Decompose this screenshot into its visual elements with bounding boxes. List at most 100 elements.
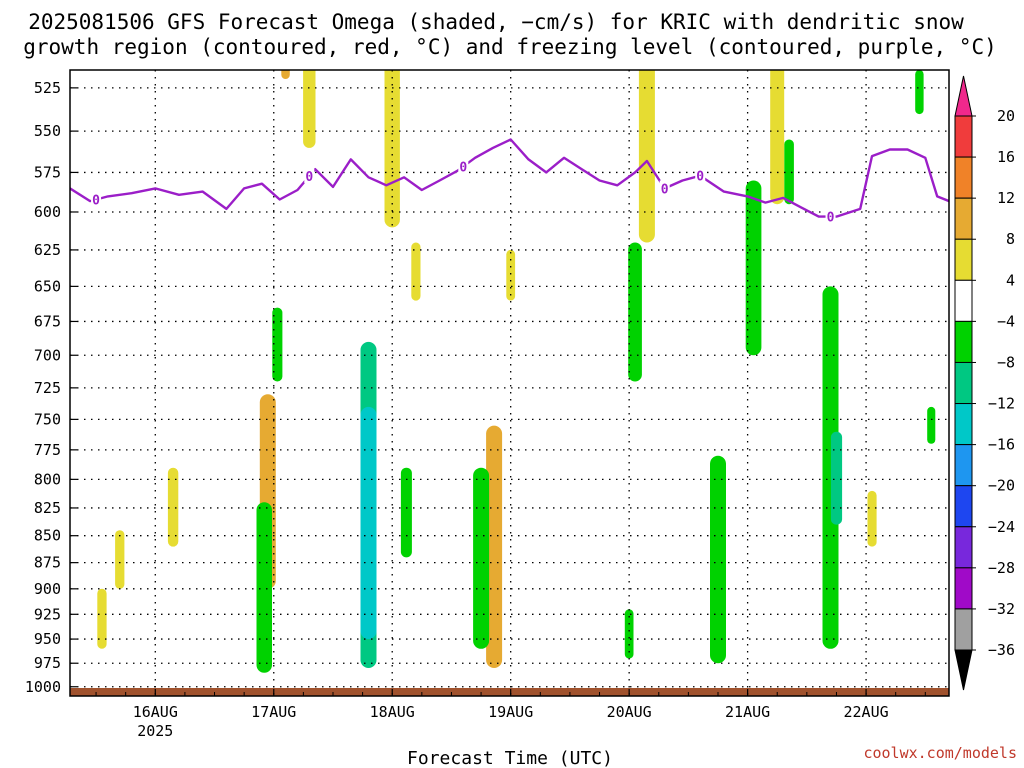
colorbar-swatch [954,403,973,446]
omega-region [830,431,843,525]
colorbar-label: −8 [997,353,1015,371]
colorbar-label: −4 [997,312,1015,330]
freezing-level-label: 0 [305,170,313,185]
y-tick-label: 875 [34,554,61,572]
omega-region [303,70,316,148]
omega-region [256,502,272,673]
omega-region [97,588,107,649]
colorbar-label: 12 [997,189,1015,207]
omega-region [624,609,634,659]
colorbar-label: 16 [997,148,1015,166]
colorbar-swatch [954,115,973,158]
colorbar-label: −16 [988,436,1015,454]
x-tick-label: 17AUG [251,703,296,721]
colorbar-swatch [954,526,973,569]
y-tick-label: 800 [34,470,61,488]
omega-region [411,242,421,301]
y-tick-label: 950 [34,630,61,648]
y-tick-label: 1000 [25,678,61,696]
omega-region [115,530,125,589]
freezing-level-line [70,138,949,218]
omega-region [770,70,785,205]
y-tick-label: 975 [34,654,61,672]
colorbar-swatch [954,444,973,487]
freezing-level-label: 0 [92,194,100,209]
omega-region [272,307,283,382]
colorbar-swatch [954,361,973,405]
credit-text: coolwx.com/models [863,744,1017,762]
omega-region [927,406,936,444]
colorbar-label: −20 [988,477,1015,495]
omega-region [384,70,400,228]
freezing-label-bg [659,180,670,196]
colorbar-label: −28 [988,559,1015,577]
freezing-level-contour: 0 0 0 0 0 0 [70,138,949,226]
omega-region [167,467,179,547]
y-tick-label: 575 [34,163,61,181]
freezing-label-bg [458,158,469,174]
freezing-level-label: 0 [459,160,467,175]
x-tick-label: 20AUG [607,703,652,721]
colorbar-swatch [954,197,973,240]
x-tick-label: 18AUG [370,703,415,721]
colorbar-label: −12 [988,395,1015,413]
chart-title-line1: 2025081506 GFS Forecast Omega (shaded, −… [28,10,964,34]
y-axis-ticks: 525 550 575 600 625 650 675 700 725 750 775 800 825 8… [25,79,77,696]
colorbar-top-arrow [954,75,973,117]
omega-region [745,180,762,356]
x-axis-label: Forecast Time (UTC) [407,748,613,768]
omega-region [638,70,655,243]
x-tick-label: 19AUG [488,703,533,721]
y-tick-label: 750 [34,410,61,428]
y-tick-label: 775 [34,441,61,459]
freezing-label-bg [825,208,836,224]
freezing-label-bg [304,168,315,184]
omega-region [506,249,516,301]
omega-region [400,467,412,558]
omega-region [486,425,503,668]
colorbar-label: −24 [988,518,1015,536]
colorbar-label: −36 [988,641,1015,659]
y-tick-label: 625 [34,241,61,259]
y-tick-label: 600 [34,203,61,221]
omega-region [915,70,924,115]
colorbar-label: −32 [988,600,1015,618]
y-tick-label: 925 [34,605,61,623]
colorbar-label: 20 [997,107,1015,125]
colorbar-swatch [954,279,973,322]
colorbar-swatch [954,608,973,651]
x-tick-label: 21AUG [725,703,770,721]
colorbar-swatch [954,320,973,363]
omega-region [867,490,877,547]
colorbar-swatch [954,567,973,610]
plot-frame [69,69,950,697]
freezing-level-label: 0 [661,182,669,197]
colorbar-swatch [954,238,973,281]
surface-band [70,688,949,696]
chart-title-line2: growth region (contoured, red, °C) and f… [23,35,997,59]
x-tick-label: 22AUG [843,703,888,721]
y-tick-label: 900 [34,580,61,598]
freezing-label-bg [695,167,706,183]
colorbar-bottom-arrow [954,649,973,691]
colorbar: 20 16 12 8 4 −4 −8 −12 −16 −20 −24 −28 −32 −36 [954,75,1015,691]
x-tick-sublabel: 2025 [137,722,173,740]
plot-area: 0 0 0 0 0 0 [69,69,950,697]
freezing-level-label: 0 [827,211,835,226]
colorbar-swatch [954,156,973,199]
freezing-level-label: 0 [696,170,704,185]
colorbar-swatch [954,485,973,528]
y-tick-label: 525 [34,79,61,97]
y-tick-label: 850 [34,527,61,545]
plot-background [70,70,949,696]
y-tick-label: 550 [34,122,61,140]
colorbar-label: 4 [1006,271,1015,289]
surface-terrain [70,688,949,696]
colorbar-label: 8 [1006,230,1015,248]
y-tick-label: 725 [34,379,61,397]
omega-region [822,286,839,649]
omega-region [281,70,290,79]
freezing-label-bg [91,191,102,207]
